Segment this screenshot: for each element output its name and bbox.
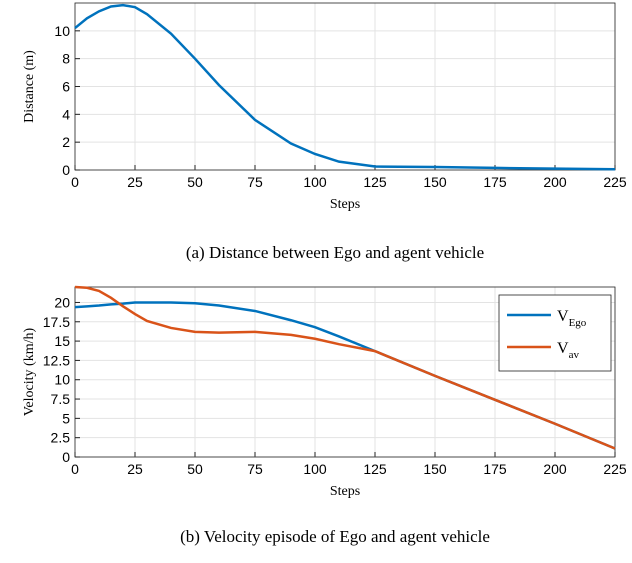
x-tick-label: 0 xyxy=(71,174,79,190)
y-axis-label: Velocity (km/h) xyxy=(22,328,37,417)
y-tick-label: 0 xyxy=(62,449,70,465)
y-tick-label: 5 xyxy=(62,410,70,426)
y-tick-label: 6 xyxy=(62,79,70,95)
x-tick-label: 75 xyxy=(247,174,263,190)
y-tick-label: 12.5 xyxy=(43,352,70,368)
y-tick-label: 4 xyxy=(62,106,70,122)
y-tick-label: 2.5 xyxy=(51,430,71,446)
x-tick-label: 150 xyxy=(423,174,447,190)
y-tick-label: 20 xyxy=(54,294,70,310)
y-tick-label: 15 xyxy=(54,333,70,349)
x-tick-label: 225 xyxy=(603,174,627,190)
x-tick-label: 75 xyxy=(247,461,263,477)
y-tick-label: 8 xyxy=(62,51,70,67)
legend-subscript: av xyxy=(569,349,580,361)
y-tick-label: 7.5 xyxy=(51,391,71,407)
caption: (b) Velocity episode of Ego and agent ve… xyxy=(180,527,490,546)
legend-label: Vav xyxy=(557,340,579,361)
x-tick-label: 125 xyxy=(363,461,387,477)
legend-subscript: Ego xyxy=(569,317,587,329)
x-tick-label: 0 xyxy=(71,461,79,477)
x-tick-label: 200 xyxy=(543,461,567,477)
y-axis-label: Distance (m) xyxy=(22,50,37,123)
x-axis-label: Steps xyxy=(330,484,360,499)
y-tick-label: 10 xyxy=(54,23,70,39)
legend-box xyxy=(498,294,612,372)
y-tick-label: 0 xyxy=(62,162,70,178)
data-line xyxy=(74,3,616,171)
x-tick-label: 50 xyxy=(187,174,203,190)
legend-name: V xyxy=(557,308,569,325)
x-tick-label: 25 xyxy=(127,461,143,477)
legend-name: V xyxy=(557,340,569,357)
x-tick-label: 125 xyxy=(363,174,387,190)
data-line xyxy=(74,285,616,450)
x-axis-label: Steps xyxy=(330,197,360,212)
y-tick-label: 2 xyxy=(62,134,70,150)
axes-box xyxy=(74,286,616,458)
x-tick-label: 100 xyxy=(303,174,327,190)
x-tick-label: 175 xyxy=(483,174,507,190)
x-tick-label: 100 xyxy=(303,461,327,477)
x-tick-label: 225 xyxy=(603,461,627,477)
legend-label: VEgo xyxy=(557,308,587,329)
x-tick-label: 25 xyxy=(127,174,143,190)
x-tick-label: 175 xyxy=(483,461,507,477)
x-tick-label: 150 xyxy=(423,461,447,477)
axes-box xyxy=(74,2,616,171)
x-tick-label: 50 xyxy=(187,461,203,477)
caption: (a) Distance between Ego and agent vehic… xyxy=(186,243,484,262)
y-tick-label: 17.5 xyxy=(43,314,70,330)
y-tick-label: 10 xyxy=(54,372,70,388)
x-tick-label: 200 xyxy=(543,174,567,190)
